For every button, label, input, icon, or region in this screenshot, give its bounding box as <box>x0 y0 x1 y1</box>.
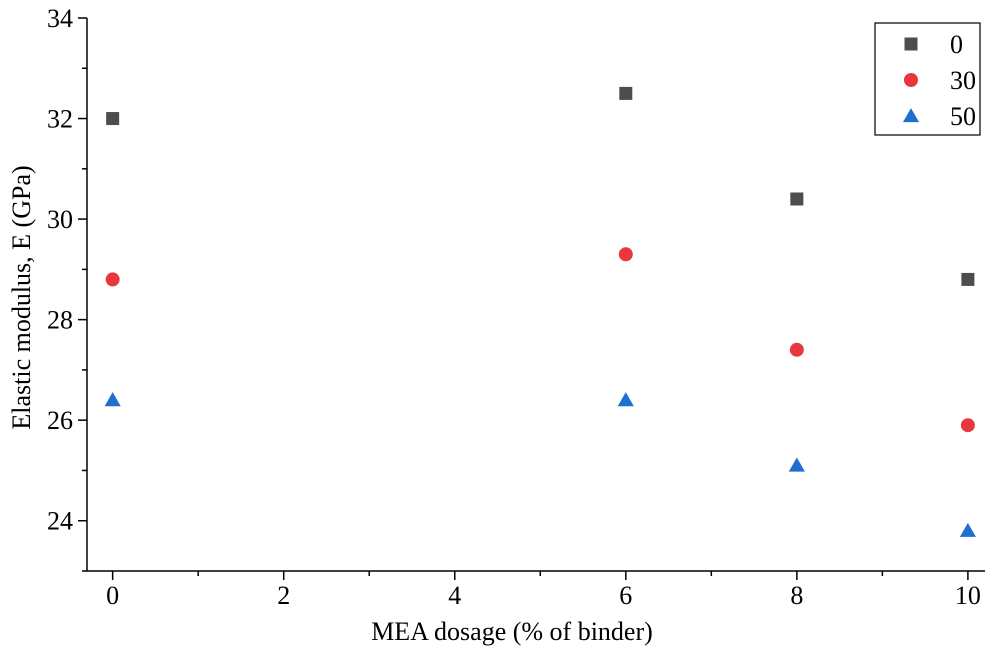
data-point-series-50 <box>617 392 634 407</box>
legend-marker-30 <box>904 73 918 87</box>
legend-label: 50 <box>950 102 976 131</box>
data-point-series-0 <box>619 86 633 100</box>
data-point-series-30 <box>789 342 804 357</box>
legend-marker-50 <box>902 108 920 123</box>
data-point-series-50 <box>104 392 121 407</box>
x-tick-label: 4 <box>448 581 461 610</box>
data-point-series-30 <box>960 418 975 433</box>
data-point-series-0 <box>961 272 975 286</box>
x-axis-title: MEA dosage (% of binder) <box>371 617 653 646</box>
y-tick-label: 24 <box>47 507 73 536</box>
legend-marker-0 <box>904 37 918 51</box>
axes <box>86 18 985 572</box>
data-points <box>104 86 976 537</box>
data-point-series-50 <box>959 522 976 537</box>
data-point-series-0 <box>106 112 120 126</box>
x-tick-label: 2 <box>277 581 290 610</box>
y-tick-label: 32 <box>47 105 73 134</box>
data-point-series-30 <box>618 247 633 262</box>
legend-label: 30 <box>950 66 976 95</box>
data-point-series-0 <box>790 192 804 206</box>
data-point-series-30 <box>105 272 120 287</box>
y-tick-label: 34 <box>47 4 73 33</box>
legend-box <box>874 22 981 136</box>
data-point-series-50 <box>788 457 805 472</box>
x-tick-label: 0 <box>106 581 119 610</box>
legend: 0 30 50 <box>874 22 981 136</box>
y-tick-label: 26 <box>47 406 73 435</box>
y-axis-title: Elastic modulus, E (GPa) <box>7 165 36 429</box>
x-tick-label: 10 <box>955 581 981 610</box>
y-tick-label: 28 <box>47 306 73 335</box>
x-tick-label: 6 <box>619 581 632 610</box>
y-tick-label: 30 <box>47 205 73 234</box>
x-tick-label: 8 <box>790 581 803 610</box>
legend-label: 0 <box>950 30 963 59</box>
